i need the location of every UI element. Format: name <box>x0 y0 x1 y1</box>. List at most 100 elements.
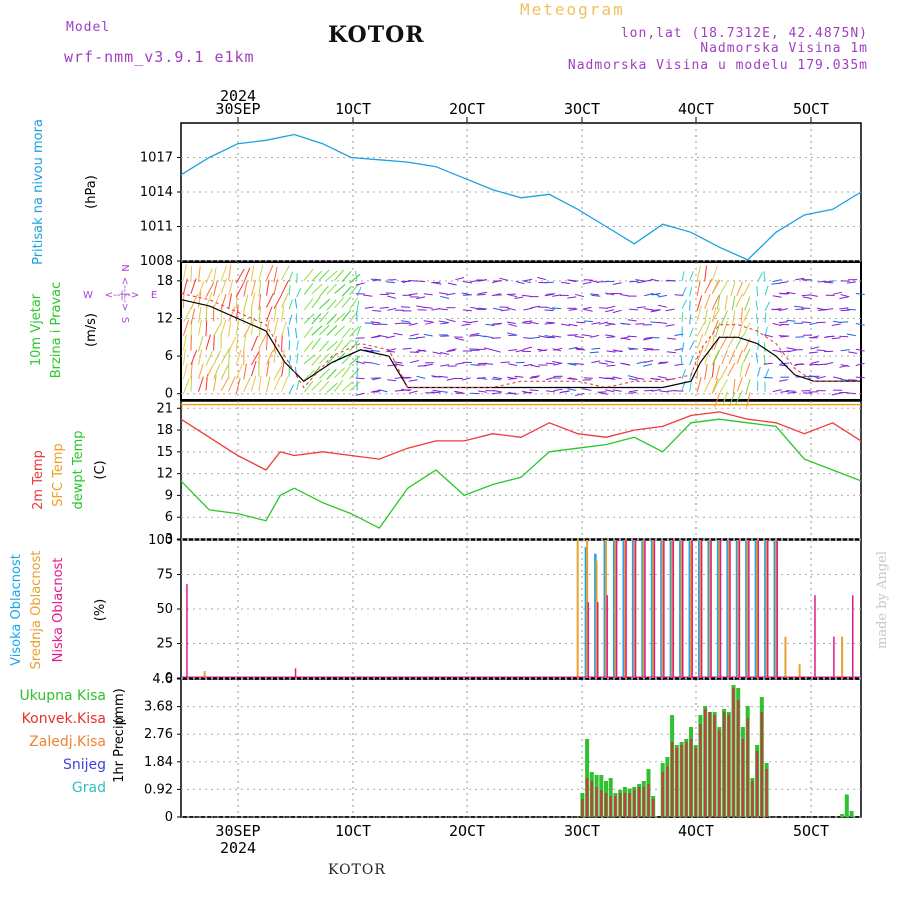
wind-barb <box>809 322 819 326</box>
wind-barb <box>190 375 193 392</box>
wind-barb <box>721 349 728 365</box>
wind-barb <box>326 341 338 352</box>
wind-barb <box>552 294 562 297</box>
wind-barb <box>341 381 353 392</box>
wind-barb <box>786 390 796 392</box>
wind-barb <box>771 282 781 285</box>
precip-conv-bar <box>619 793 622 817</box>
wind-barb <box>303 268 314 281</box>
wind-barb <box>530 375 540 378</box>
wind-barb <box>612 349 622 353</box>
precip-conv-bar <box>694 748 697 817</box>
wind-barb <box>576 348 586 351</box>
wind-barb <box>220 364 229 380</box>
wind-barb <box>401 388 411 392</box>
wind-barb <box>711 265 718 281</box>
cloud-ytick-label: 25 <box>156 637 173 652</box>
compass-arrows-vertical: <--|--> <box>119 277 130 312</box>
wind-barb <box>341 270 352 283</box>
wind-barb <box>198 349 203 365</box>
wind-barb <box>666 389 676 392</box>
wind-barb <box>408 280 418 282</box>
wind-barb <box>651 389 661 392</box>
wind-barb <box>303 380 314 393</box>
precip-conv-bar <box>652 799 655 817</box>
wind-barb <box>635 279 645 282</box>
wind-barb <box>235 282 245 298</box>
wind-barb <box>716 294 721 310</box>
wind-barb <box>198 335 204 352</box>
wind-barb <box>508 349 518 352</box>
wind-barb <box>190 278 197 294</box>
wind-barb <box>809 375 819 379</box>
wind-barb <box>213 267 217 284</box>
wind-barb <box>787 391 797 394</box>
precip-conv-bar <box>704 709 707 817</box>
wind-barb <box>711 378 719 394</box>
temp-ytick-label: 6 <box>165 510 173 525</box>
precip-conv-bar <box>685 742 688 817</box>
wind-barb <box>198 306 202 323</box>
pressure-ytick-label: 1011 <box>140 220 173 235</box>
wind-barb <box>606 364 616 367</box>
precip-ytick-label: 3.68 <box>144 700 173 715</box>
wind-barb <box>311 283 323 295</box>
wind-barb <box>612 282 622 285</box>
wind-barb <box>824 308 834 311</box>
footer-station: KOTOR <box>328 862 386 878</box>
cloud-ytick-label: 50 <box>156 602 173 617</box>
panel-frame <box>180 678 862 818</box>
wind-barb <box>644 308 654 311</box>
wind-barb <box>515 281 525 285</box>
wind-barb <box>319 324 330 336</box>
wind-barb <box>462 309 472 312</box>
wind-barb <box>508 294 518 298</box>
wind-barb <box>590 334 600 338</box>
wind-barb <box>786 347 796 350</box>
wind-barb <box>394 322 404 325</box>
wind-barb <box>696 295 703 311</box>
precip-conv-bar <box>708 712 712 817</box>
wind-barb <box>576 321 586 324</box>
wind-barb <box>423 363 433 367</box>
panel-frame <box>180 261 862 401</box>
wind-barb <box>228 279 234 296</box>
wind-barb <box>642 337 652 341</box>
wind-barb <box>416 280 426 283</box>
precip-conv-bar <box>713 715 716 817</box>
wind-barb <box>273 266 278 283</box>
wind-barb <box>506 307 516 311</box>
wind-barb <box>772 389 782 393</box>
wind-barb <box>583 320 593 322</box>
wind-barb <box>355 360 365 365</box>
wind-barb <box>334 325 345 337</box>
wind-barb <box>523 320 533 323</box>
wind-barb <box>281 348 285 365</box>
wind-barb <box>728 349 736 364</box>
wind-barb <box>529 376 539 379</box>
wind-barb <box>704 349 711 365</box>
precip-conv-bar <box>722 712 726 817</box>
wind-barb <box>606 350 616 353</box>
precip-conv-bar <box>746 718 749 817</box>
wind-barb <box>198 376 204 392</box>
wind-barb <box>735 293 743 308</box>
wind-barb <box>605 360 615 364</box>
time-label-bottom: 2OCT <box>449 822 485 840</box>
wind-barb <box>589 293 599 296</box>
wind-barb <box>416 296 426 300</box>
wind-barb <box>416 336 426 339</box>
wind-barb <box>742 282 751 297</box>
precip-legend-item: Grad <box>72 780 106 796</box>
wind-barb <box>793 305 803 308</box>
wind-barb <box>666 351 676 354</box>
wind-barb <box>674 348 684 351</box>
wind-barb <box>235 364 243 380</box>
wind-barb <box>824 335 834 338</box>
precip-conv-bar <box>680 745 683 817</box>
wind-barb <box>681 299 687 310</box>
precip-legend-item: Zaledj.Kisa <box>29 734 106 750</box>
wind-barb <box>355 270 358 281</box>
wind-barb <box>711 361 715 378</box>
station-title: KOTOR <box>328 22 425 48</box>
